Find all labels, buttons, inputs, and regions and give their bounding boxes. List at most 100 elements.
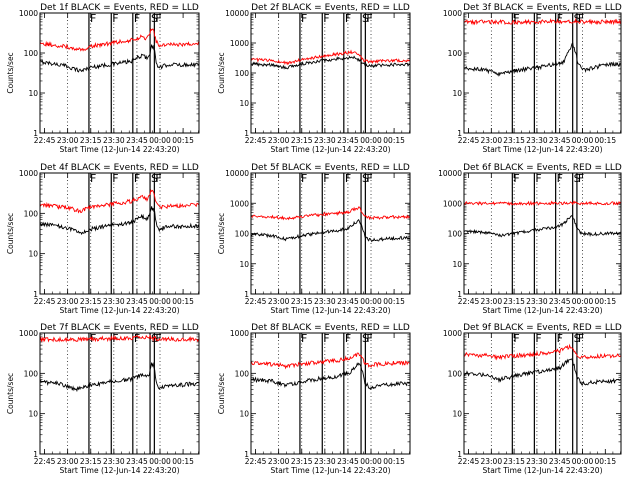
panel-title: Det 3f BLACK = Events, RED = LLD <box>463 3 622 13</box>
x-tick-label: 00:15 <box>172 457 194 466</box>
panel-title: Det 2f BLACK = Events, RED = LLD <box>251 3 410 13</box>
y-tick-label: 1000 <box>443 9 462 18</box>
flag-label: F <box>345 12 351 25</box>
y-tick-label: 10 <box>28 410 38 419</box>
x-tick-label: 23:00 <box>480 297 502 306</box>
panel-title: Det 1f BLACK = Events, RED = LLD <box>40 3 199 13</box>
y-axis-label: Counts/sec <box>6 373 15 414</box>
y-tick-label: 1000 <box>19 9 38 18</box>
x-tick-label: 00:15 <box>594 136 616 145</box>
flag-label: F <box>134 172 140 185</box>
x-tick-label: 23:00 <box>57 457 79 466</box>
x-tick-label: 23:45 <box>549 457 571 466</box>
y-tick-label: 10000 <box>225 169 249 178</box>
lld-series-line <box>39 189 199 214</box>
x-tick-label: 23:00 <box>480 136 502 145</box>
lld-series-line <box>463 343 621 361</box>
x-tick-label: 00:00 <box>360 136 382 145</box>
x-tick-label: 00:15 <box>383 297 405 306</box>
flag-label: F <box>513 172 519 185</box>
y-tick-label: 1 <box>33 290 38 299</box>
y-tick-label: 10 <box>452 89 462 98</box>
flag-label: F <box>578 172 584 185</box>
y-tick-label: 1 <box>457 290 462 299</box>
plot-frame <box>463 172 622 295</box>
x-tick-label: 22:45 <box>34 297 56 306</box>
x-tick-label: 23:45 <box>126 457 148 466</box>
panel-det-9: Det 9f BLACK = Events, RED = LLD 1 10 100 10… <box>443 323 622 475</box>
lld-series-line <box>250 206 410 221</box>
events-series-line <box>39 206 199 236</box>
x-tick-label: 00:00 <box>572 136 594 145</box>
y-tick-label: 1 <box>457 450 462 459</box>
plot-frame <box>39 332 200 455</box>
x-tick-label: 22:45 <box>458 297 480 306</box>
x-tick-label: 00:15 <box>594 457 616 466</box>
x-tick-label: 23:15 <box>503 457 525 466</box>
x-tick-label: 23:30 <box>314 457 336 466</box>
y-tick-label: 100 <box>235 369 250 378</box>
y-tick-label: 100 <box>448 49 463 58</box>
flag-label: F <box>557 12 563 25</box>
flag-label: F <box>557 172 563 185</box>
x-axis-label: Start Time (12-Jun-14 22:43:20) <box>271 466 391 475</box>
y-tick-label: 100 <box>448 369 463 378</box>
x-tick-label: 23:15 <box>80 136 102 145</box>
x-tick-label: 23:15 <box>291 457 313 466</box>
x-tick-label: 23:00 <box>57 136 79 145</box>
x-tick-label: 00:00 <box>149 457 171 466</box>
plot-frame <box>463 332 622 455</box>
y-tick-label: 1 <box>244 450 249 459</box>
y-tick-label: 100 <box>24 209 39 218</box>
x-tick-label: 22:45 <box>458 136 480 145</box>
x-tick-label: 23:00 <box>57 297 79 306</box>
panel-title: Det 6f BLACK = Events, RED = LLD <box>463 163 622 173</box>
x-tick-label: 23:45 <box>337 457 359 466</box>
x-tick-label: 22:45 <box>34 457 56 466</box>
flag-label: F <box>535 172 541 185</box>
x-tick-label: 23:30 <box>314 297 336 306</box>
lld-series-line <box>250 49 410 66</box>
y-tick-label: 100 <box>235 69 250 78</box>
y-tick-label: 1000 <box>230 39 249 48</box>
x-tick-label: 23:00 <box>268 297 290 306</box>
y-axis-label: Counts/sec <box>6 52 15 93</box>
x-tick-label: 23:00 <box>268 457 290 466</box>
x-tick-label: 23:15 <box>80 457 102 466</box>
x-tick-label: 00:00 <box>149 136 171 145</box>
lld-series-line <box>39 28 199 52</box>
y-tick-label: 1000 <box>443 329 462 338</box>
events-series-line <box>250 55 410 70</box>
y-tick-label: 10 <box>239 99 249 108</box>
flag-label: F <box>535 332 541 345</box>
y-tick-label: 100 <box>24 369 39 378</box>
y-tick-label: 1 <box>457 129 462 138</box>
flag-label: F <box>366 172 372 185</box>
x-tick-label: 23:30 <box>103 297 125 306</box>
flag-label: F <box>155 172 161 185</box>
plot-frame <box>39 172 200 295</box>
lld-series-line <box>250 352 410 370</box>
x-axis-label: Start Time (12-Jun-14 22:43:20) <box>60 466 180 475</box>
x-axis-label: Start Time (12-Jun-14 22:43:20) <box>60 145 180 154</box>
x-tick-label: 23:15 <box>80 297 102 306</box>
x-tick-label: 23:15 <box>503 297 525 306</box>
y-tick-label: 1 <box>33 129 38 138</box>
y-tick-label: 1000 <box>230 329 249 338</box>
flag-label: F <box>557 332 563 345</box>
y-tick-label: 100 <box>235 230 250 239</box>
events-series-line <box>463 358 621 386</box>
flag-label: F <box>578 332 584 345</box>
panel-title: Det 9f BLACK = Events, RED = LLD <box>463 323 622 333</box>
flag-label: F <box>301 12 307 25</box>
x-tick-label: 00:00 <box>572 457 594 466</box>
plot-frame <box>250 12 411 134</box>
y-tick-label: 10000 <box>438 169 462 178</box>
panel-det-3: Det 3f BLACK = Events, RED = LLD 1 10 100 10… <box>443 3 622 154</box>
plot-frame <box>463 12 622 134</box>
flag-label: F <box>134 12 140 25</box>
x-tick-label: 23:45 <box>337 136 359 145</box>
x-tick-label: 23:00 <box>268 136 290 145</box>
y-tick-label: 1000 <box>443 199 462 208</box>
flag-label: F <box>134 332 140 345</box>
